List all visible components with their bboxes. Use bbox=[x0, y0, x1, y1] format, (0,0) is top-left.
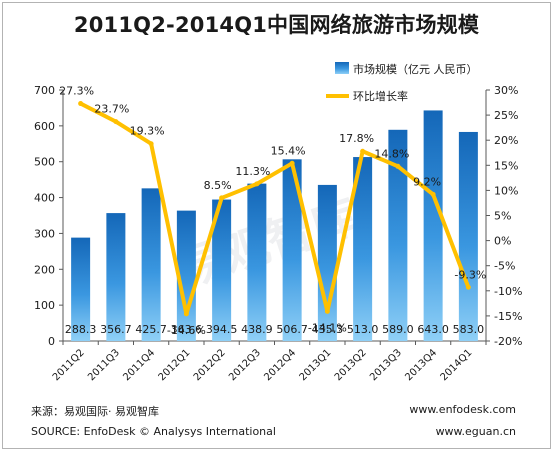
growth-point bbox=[289, 160, 295, 166]
growth-point bbox=[465, 284, 471, 290]
growth-point bbox=[360, 148, 366, 154]
y-right-tick-label: 5% bbox=[494, 210, 511, 223]
x-tick-label: 2013Q2 bbox=[333, 347, 369, 383]
y-right-tick-label: 20% bbox=[494, 134, 518, 147]
bar bbox=[458, 131, 478, 341]
y-left-tick-label: 600 bbox=[34, 120, 55, 133]
growth-point bbox=[183, 311, 189, 317]
legend-bar-swatch bbox=[335, 62, 349, 74]
bar-value-label: 394.5 bbox=[206, 323, 238, 336]
bar bbox=[317, 184, 337, 341]
x-tick-label: 2012Q3 bbox=[227, 347, 263, 383]
x-tick-label: 2014Q1 bbox=[439, 347, 475, 383]
bar-value-label: 589.0 bbox=[382, 323, 414, 336]
y-left-tick-label: 300 bbox=[34, 227, 55, 240]
x-tick-label: 2012Q1 bbox=[157, 347, 193, 383]
growth-point bbox=[113, 119, 119, 125]
y-right-tick-label: -20% bbox=[494, 335, 522, 348]
y-left-tick-label: 100 bbox=[34, 299, 55, 312]
bar bbox=[176, 210, 196, 341]
growth-point bbox=[254, 181, 260, 187]
x-tick-label: 2011Q4 bbox=[121, 347, 157, 383]
x-tick-label: 2012Q2 bbox=[192, 347, 228, 383]
y-right-tick-label: 25% bbox=[494, 109, 518, 122]
source-en: SOURCE: EnfoDesk © Analysys Internationa… bbox=[31, 425, 276, 438]
y-right-tick-label: -5% bbox=[494, 260, 515, 273]
y-left-tick-label: 0 bbox=[48, 335, 55, 348]
bar bbox=[282, 159, 302, 341]
bar-value-label: 643.0 bbox=[417, 323, 449, 336]
growth-value-label: 9.2% bbox=[413, 175, 441, 188]
growth-value-label: 23.7% bbox=[94, 103, 129, 116]
bar bbox=[71, 237, 91, 341]
growth-point bbox=[148, 141, 154, 147]
x-tick-label: 2013Q1 bbox=[298, 347, 334, 383]
bar bbox=[212, 199, 232, 341]
x-tick-label: 2013Q3 bbox=[368, 347, 404, 383]
source-cn: 来源：易观国际· 易观智库 bbox=[31, 405, 159, 418]
x-tick-label: 2011Q3 bbox=[86, 347, 122, 383]
site-link-enfodesk[interactable]: www.enfodesk.com bbox=[409, 403, 516, 416]
bar bbox=[423, 110, 443, 341]
growth-line bbox=[78, 101, 471, 316]
bar bbox=[247, 183, 267, 341]
bar-value-label: 425.7 bbox=[135, 323, 167, 336]
legend-line-label: 环比增长率 bbox=[353, 89, 408, 103]
growth-value-label: 19.3% bbox=[130, 125, 165, 138]
combo-chart: 易观智库 0100200300400500600700-20%-15%-10%-… bbox=[34, 62, 522, 383]
growth-point bbox=[78, 101, 84, 107]
growth-value-label: 8.5% bbox=[204, 179, 232, 192]
x-tick-label: 2012Q4 bbox=[262, 347, 298, 383]
growth-value-label: 15.4% bbox=[271, 144, 306, 157]
y-left-tick-label: 700 bbox=[34, 84, 55, 97]
y-left-tick-label: 200 bbox=[34, 263, 55, 276]
growth-point bbox=[430, 191, 436, 197]
growth-point bbox=[324, 308, 330, 314]
y-right-tick-label: 15% bbox=[494, 159, 518, 172]
legend-bar-label: 市场规模（亿元 人民币） bbox=[353, 62, 478, 76]
y-right-tick-label: -10% bbox=[494, 285, 522, 298]
growth-value-label: 27.3% bbox=[59, 85, 94, 98]
bar-value-label: 506.7 bbox=[276, 323, 308, 336]
growth-point bbox=[219, 195, 225, 201]
x-tick-label: 2013Q4 bbox=[403, 347, 439, 383]
growth-point bbox=[395, 163, 401, 169]
bar-value-label: 356.7 bbox=[100, 323, 132, 336]
y-right-tick-label: -15% bbox=[494, 310, 522, 323]
bar-value-label: 438.9 bbox=[241, 323, 273, 336]
growth-value-label: -14.6% bbox=[167, 324, 206, 337]
y-right-tick-label: 10% bbox=[494, 184, 518, 197]
chart-title: 2011Q2-2014Q1中国网络旅游市场规模 bbox=[73, 13, 480, 37]
bar-value-label: 513.0 bbox=[347, 323, 379, 336]
growth-value-label: 14.8% bbox=[374, 147, 409, 160]
y-left-tick-label: 400 bbox=[34, 192, 55, 205]
site-link-eguan[interactable]: www.eguan.cn bbox=[435, 425, 516, 438]
bar-value-label: 583.0 bbox=[453, 323, 485, 336]
x-tick-label: 2011Q2 bbox=[51, 347, 87, 383]
growth-value-label: 17.8% bbox=[339, 132, 374, 145]
bar-value-label: 288.3 bbox=[65, 323, 97, 336]
bar bbox=[388, 129, 408, 341]
y-left-tick-label: 500 bbox=[34, 156, 55, 169]
y-right-tick-label: 30% bbox=[494, 84, 518, 97]
bar bbox=[141, 188, 161, 341]
bar-value-label: 363.6 bbox=[171, 323, 203, 336]
y-right-tick-label: 0% bbox=[494, 235, 511, 248]
bar-value-label: 435.3 bbox=[312, 323, 344, 336]
growth-value-label: -9.3% bbox=[454, 268, 486, 281]
bar bbox=[106, 213, 126, 341]
bar bbox=[353, 157, 373, 341]
growth-value-label: -14.1% bbox=[308, 321, 347, 334]
growth-value-label: 11.3% bbox=[235, 165, 270, 178]
